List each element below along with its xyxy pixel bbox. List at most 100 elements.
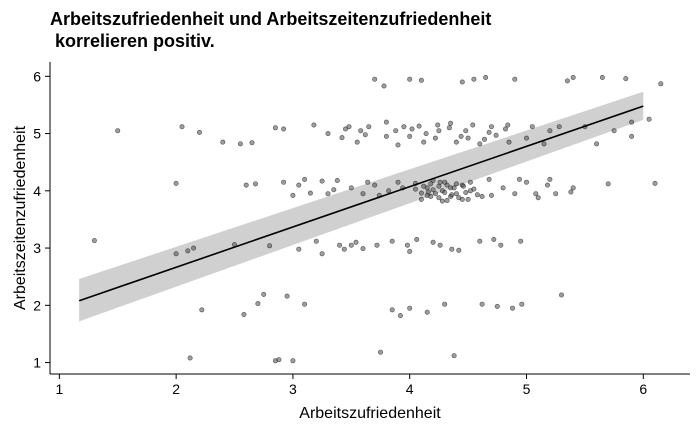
data-point	[479, 194, 485, 200]
data-point	[486, 129, 492, 135]
data-point	[529, 124, 535, 130]
data-point	[477, 238, 483, 244]
data-point	[381, 83, 387, 89]
data-point	[339, 135, 345, 141]
data-point	[506, 139, 512, 145]
fit-line-layer	[78, 105, 644, 302]
data-point	[358, 128, 364, 134]
data-point	[397, 313, 403, 319]
data-point	[421, 139, 427, 145]
data-point	[477, 141, 483, 147]
data-point	[319, 178, 325, 184]
confidence-band-layer	[79, 91, 644, 322]
data-point	[541, 141, 547, 147]
data-point	[518, 238, 524, 244]
data-point	[465, 196, 471, 202]
data-point	[470, 122, 476, 128]
data-point	[533, 191, 539, 197]
data-point	[458, 133, 464, 139]
data-points-layer	[91, 75, 664, 364]
data-point	[453, 191, 459, 197]
data-point	[494, 303, 500, 309]
data-point	[276, 357, 282, 363]
data-point	[432, 191, 438, 197]
data-point	[365, 179, 371, 185]
data-point	[488, 124, 494, 130]
data-point	[389, 307, 395, 313]
x-tick-label: 4	[406, 381, 414, 397]
data-point	[197, 129, 203, 135]
data-point	[374, 242, 380, 248]
data-point	[360, 191, 366, 197]
data-point	[558, 292, 564, 298]
data-point	[296, 246, 302, 252]
data-point	[395, 179, 401, 185]
data-point	[658, 81, 664, 87]
y-axis-label: Arbeitszeitenzufriedenheit	[12, 125, 29, 310]
data-point	[432, 135, 438, 141]
data-point	[467, 188, 473, 194]
data-point	[409, 126, 415, 132]
data-point	[261, 291, 267, 297]
data-point	[425, 189, 431, 195]
data-point	[437, 242, 443, 248]
data-point	[553, 191, 559, 197]
data-point	[505, 122, 511, 128]
data-point	[509, 305, 515, 311]
data-point	[479, 301, 485, 307]
data-point	[115, 128, 121, 134]
data-point	[456, 247, 462, 253]
data-point	[430, 239, 436, 245]
data-point	[173, 180, 179, 186]
data-point	[535, 195, 541, 201]
data-point	[302, 301, 308, 307]
data-point	[599, 75, 605, 81]
data-point	[362, 132, 368, 138]
data-point	[463, 128, 469, 134]
y-tick-label: 1	[33, 355, 41, 371]
data-point	[435, 122, 441, 128]
data-point	[311, 122, 317, 128]
data-point	[544, 182, 550, 188]
data-point	[523, 135, 529, 141]
data-point	[547, 128, 553, 134]
data-point	[453, 181, 459, 187]
data-point	[407, 249, 413, 255]
data-point	[418, 77, 424, 83]
data-point	[652, 180, 658, 186]
data-point	[418, 196, 424, 202]
data-point	[439, 198, 445, 204]
data-point	[407, 76, 413, 82]
data-point	[290, 358, 296, 364]
data-point	[456, 195, 462, 201]
data-point	[463, 190, 469, 196]
data-point	[451, 185, 457, 191]
data-point	[446, 125, 452, 131]
data-point	[325, 191, 331, 197]
data-point	[629, 133, 635, 139]
data-point	[467, 179, 473, 185]
data-point	[412, 186, 418, 192]
data-point	[547, 176, 553, 182]
data-point	[386, 188, 392, 194]
data-point	[483, 75, 489, 81]
data-point	[348, 242, 354, 248]
data-point	[523, 179, 529, 185]
data-point	[519, 301, 525, 307]
y-tick-label: 2	[33, 297, 41, 313]
data-point	[428, 181, 434, 187]
data-point	[237, 141, 243, 147]
data-point	[481, 136, 487, 142]
data-point	[325, 131, 331, 137]
data-point	[421, 183, 427, 189]
data-point	[442, 301, 448, 307]
data-point	[407, 133, 413, 139]
data-point	[416, 123, 422, 129]
data-point	[414, 237, 420, 243]
data-point	[346, 124, 352, 130]
data-point	[342, 126, 348, 132]
data-point	[564, 78, 570, 84]
data-point	[389, 238, 395, 244]
data-point	[284, 293, 290, 299]
data-point	[348, 185, 354, 191]
